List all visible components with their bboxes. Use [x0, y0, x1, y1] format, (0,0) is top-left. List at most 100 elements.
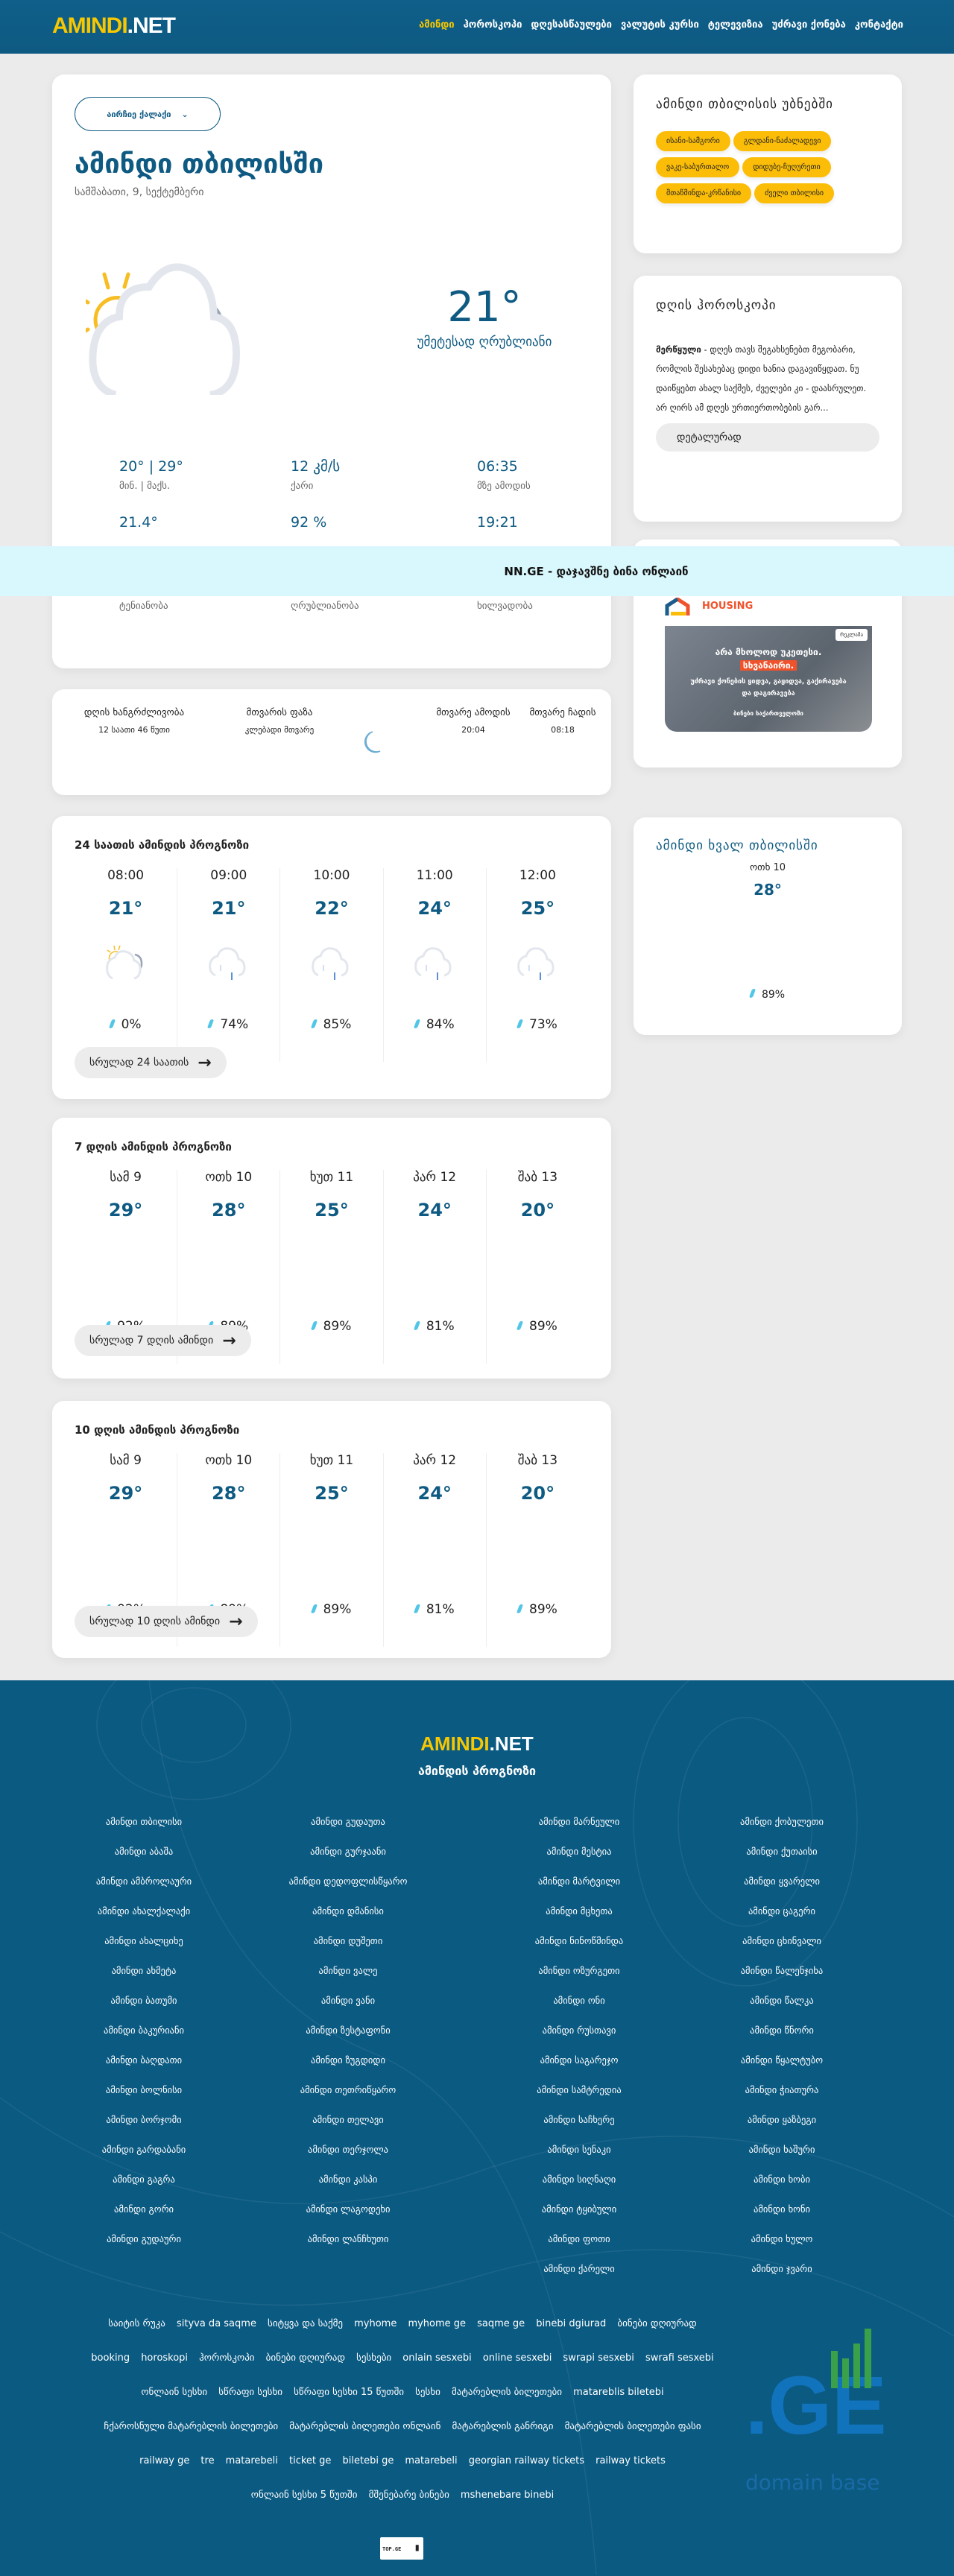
- city-link[interactable]: ამინდი ხონი: [754, 2203, 810, 2215]
- city-link[interactable]: ამინდი მცხეთა: [546, 1905, 613, 1917]
- city-link[interactable]: ამინდი გაგრა: [113, 2174, 175, 2185]
- forecast-item[interactable]: 09:00 21° 74%: [177, 868, 279, 1062]
- show-more-button[interactable]: სრულად 7 დღის ამინდი →: [75, 1325, 251, 1356]
- district-chip[interactable]: ძველი თბილისი: [754, 183, 835, 203]
- city-link[interactable]: ამინდი სენაკი: [547, 2144, 611, 2155]
- city-link[interactable]: ამინდი ამბროლაური: [95, 1876, 192, 1887]
- district-chip[interactable]: მთაწმინდა-კრწანისი: [656, 183, 752, 203]
- tag-link[interactable]: horoskopi: [141, 2352, 189, 2364]
- nav-item[interactable]: კონტაქტი: [854, 19, 903, 31]
- city-link[interactable]: ამინდი ტყიბული: [541, 2203, 617, 2215]
- city-link[interactable]: ამინდი ფოთი: [548, 2233, 610, 2244]
- tag-link[interactable]: booking: [91, 2352, 130, 2364]
- city-link[interactable]: ამინდი ბაღდათი: [105, 2054, 183, 2066]
- district-chip[interactable]: ისანი-სამგორი: [656, 131, 730, 151]
- nav-item[interactable]: ტელევიზია: [707, 19, 763, 31]
- forecast-item[interactable]: 08:00 21° 0%: [75, 868, 177, 1062]
- nav-item[interactable]: დღესასწაულები: [531, 19, 612, 31]
- tag-link[interactable]: tre: [200, 2455, 215, 2466]
- district-chip[interactable]: დიდუბე-ჩუღურეთი: [742, 157, 831, 177]
- city-link[interactable]: ამინდი რუსთავი: [542, 2025, 616, 2036]
- city-link[interactable]: ამინდი თეთრიწყარო: [300, 2084, 397, 2095]
- city-link[interactable]: ამინდი თბილისი: [105, 1816, 183, 1827]
- district-chip[interactable]: გლდანი-ნაძალადევი: [733, 131, 832, 151]
- tag-link[interactable]: matareblis biletebi: [573, 2387, 664, 2398]
- tag-link[interactable]: sityva da saqme: [176, 2318, 256, 2329]
- tag-link[interactable]: სიტყვა და საქმე: [268, 2318, 344, 2329]
- city-link[interactable]: ამინდი ახალციხე: [104, 1935, 183, 1946]
- tag-link[interactable]: binebi dgiurad: [536, 2318, 607, 2329]
- tag-link[interactable]: ჩქაროსნული მატარებლის ბილეთები: [104, 2421, 279, 2432]
- city-link[interactable]: ამინდი წყალტუბო: [740, 2054, 824, 2066]
- city-link[interactable]: ამინდი ქუთაისი: [746, 1846, 818, 1857]
- logo[interactable]: AMINDI.NET: [52, 13, 176, 38]
- city-link[interactable]: ამინდი დმანისი: [312, 1905, 384, 1917]
- forecast-item[interactable]: ხუთ 11 25° 89%: [279, 1170, 382, 1364]
- city-link[interactable]: ამინდი ბოლნისი: [105, 2084, 183, 2095]
- city-link[interactable]: ამინდი საგარეჯო: [540, 2054, 619, 2066]
- tag-link[interactable]: სწრაფი სესხი: [218, 2387, 282, 2398]
- tag-link[interactable]: railway tickets: [596, 2455, 666, 2466]
- city-link[interactable]: ამინდი მარნეული: [538, 1816, 620, 1827]
- city-link[interactable]: ამინდი ბორჯომი: [106, 2114, 182, 2125]
- tag-link[interactable]: მშენებარე ბინები: [368, 2490, 449, 2501]
- tag-link[interactable]: სწრაფი სესხი 15 წუთში: [294, 2387, 405, 2398]
- city-link[interactable]: ამინდი გურჯაანი: [310, 1846, 386, 1857]
- topge-counter[interactable]: TOP.GE ▮: [380, 2537, 423, 2560]
- city-link[interactable]: ამინდი ახალქალაქი: [97, 1905, 191, 1917]
- city-link[interactable]: ამინდი დედოფლისწყარო: [288, 1876, 408, 1887]
- ad-banner-nn[interactable]: NN.GE - დაჯავშნე ბინა ონლაინ: [0, 546, 954, 596]
- tag-link[interactable]: მატარებლის ბილეთები ფასი: [564, 2421, 701, 2432]
- tag-link[interactable]: matarebeli: [405, 2455, 458, 2466]
- forecast-item[interactable]: 11:00 24° 84%: [382, 868, 486, 1062]
- city-link[interactable]: ამინდი ბათუმი: [110, 1995, 177, 2006]
- city-link[interactable]: ამინდი ცხინვალი: [742, 1935, 821, 1946]
- tag-link[interactable]: ონლაინ სესხი 5 წუთში: [250, 2490, 358, 2501]
- city-link[interactable]: ამინდი მესტია: [546, 1846, 612, 1857]
- city-link[interactable]: ამინდი ლანჩხუთი: [307, 2233, 389, 2244]
- city-link[interactable]: ამინდი გუდაუთა: [311, 1816, 385, 1827]
- city-link[interactable]: ამინდი გუდაური: [107, 2233, 181, 2244]
- forecast-item[interactable]: ხუთ 11 25° 89%: [279, 1453, 382, 1647]
- city-link[interactable]: ამინდი ყვარელი: [744, 1876, 820, 1887]
- city-link[interactable]: ამინდი ქობულეთი: [740, 1816, 824, 1827]
- tag-link[interactable]: railway ge: [139, 2455, 190, 2466]
- tag-link[interactable]: ჰოროსკოპი: [199, 2352, 255, 2364]
- forecast-item[interactable]: შაბ 13 20° 89%: [485, 1170, 589, 1364]
- city-link[interactable]: ამინდი გარდაბანი: [101, 2144, 186, 2155]
- tag-link[interactable]: ticket ge: [289, 2455, 332, 2466]
- district-chip[interactable]: ვაკე-საბურთალო: [656, 157, 740, 177]
- city-link[interactable]: ამინდი ზესტაფონი: [306, 2025, 391, 2036]
- tag-link[interactable]: swrapi sesxebi: [563, 2352, 634, 2364]
- nav-item[interactable]: უძრავი ქონება: [771, 19, 846, 31]
- city-link[interactable]: ამინდი წნორი: [750, 2025, 814, 2036]
- city-link[interactable]: ამინდი თერჯოლა: [307, 2144, 388, 2155]
- domain-base-logo[interactable]: .GE domain base: [745, 2329, 909, 2515]
- nav-item[interactable]: ჰოროსკოპი: [463, 19, 522, 31]
- forecast-item[interactable]: პარ 12 24° 81%: [382, 1170, 486, 1364]
- city-link[interactable]: ამინდი წალკა: [750, 1995, 814, 2006]
- city-link[interactable]: ამინდი ქარელი: [543, 2263, 615, 2274]
- city-select[interactable]: აირჩიე ქალაქი ⌄: [75, 97, 221, 131]
- city-link[interactable]: ამინდი გორი: [113, 2203, 174, 2215]
- forecast-item[interactable]: 10:00 22° 85%: [279, 868, 382, 1062]
- city-link[interactable]: ამინდი აბაშა: [114, 1846, 174, 1857]
- tag-link[interactable]: myhome: [354, 2318, 397, 2329]
- city-link[interactable]: ამინდი სიღნაღი: [542, 2174, 616, 2185]
- horoscope-details-button[interactable]: დეტალურად: [656, 423, 879, 452]
- city-link[interactable]: ამინდი მარტვილი: [537, 1876, 621, 1887]
- city-link[interactable]: ამინდი კასპი: [318, 2174, 378, 2185]
- show-more-button[interactable]: სრულად 24 საათის →: [75, 1047, 227, 1078]
- city-link[interactable]: ამინდი ზუგდიდი: [311, 2054, 385, 2066]
- tag-link[interactable]: saqme ge: [477, 2318, 525, 2329]
- city-link[interactable]: ამინდი ვანი: [320, 1995, 376, 2006]
- nav-item[interactable]: ამინდი: [419, 19, 455, 31]
- forecast-item[interactable]: შაბ 13 20° 89%: [485, 1453, 589, 1647]
- city-link[interactable]: ამინდი დუშეთი: [313, 1935, 383, 1946]
- city-link[interactable]: ამინდი ახმეტა: [111, 1965, 177, 1976]
- city-link[interactable]: ამინდი სამტრედია: [537, 2084, 622, 2095]
- tag-link[interactable]: მატარებლის განრიგი: [452, 2421, 554, 2432]
- tag-link[interactable]: myhome ge: [408, 2318, 467, 2329]
- footer-logo[interactable]: AMINDI.NET: [420, 1732, 534, 1755]
